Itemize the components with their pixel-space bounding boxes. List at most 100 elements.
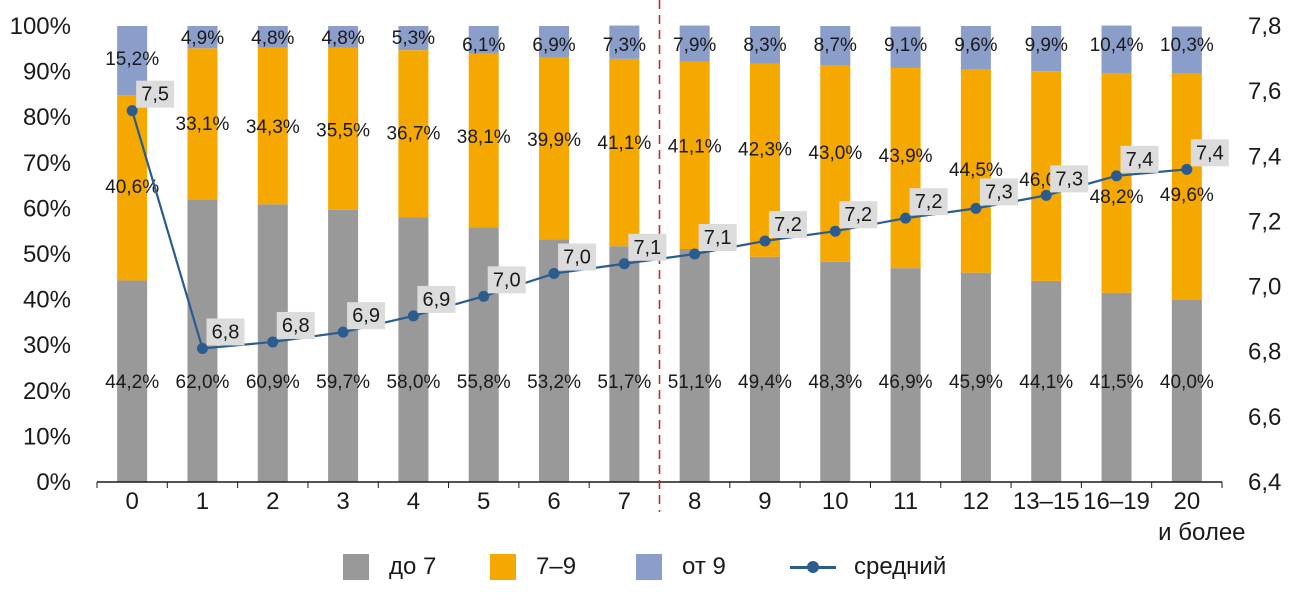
data-label-do7: 44,2% [105, 372, 159, 393]
bar-segment-ot9 [749, 26, 780, 64]
legend-label-7-9: 7–9 [536, 553, 577, 580]
bar-segment-do7 [960, 272, 991, 482]
y-left-tick-label: 60% [23, 195, 71, 222]
average-label: 7,2 [915, 191, 943, 213]
average-label: 7,1 [704, 227, 732, 249]
average-label-box [417, 285, 456, 313]
bar-segment-do7 [1031, 280, 1062, 482]
bar-segment-ot9 [609, 25, 640, 59]
legend-swatch-ot9 [636, 554, 662, 580]
x-tick-label-line2: и более [1158, 519, 1245, 545]
data-label-do7: 60,9% [246, 372, 300, 393]
legend-swatch-7-9 [490, 554, 516, 580]
data-label-7-9: 40,6% [105, 177, 159, 198]
average-label: 7,4 [1196, 142, 1224, 164]
bar-segment-do7 [539, 239, 570, 482]
data-label-do7: 44,1% [1019, 372, 1073, 393]
data-label-do7: 46,9% [879, 372, 933, 393]
x-tick-label: 9 [758, 488, 771, 515]
bar-segment-do7 [398, 217, 429, 482]
y-left-tick-label: 100% [10, 13, 71, 40]
average-label: 7,2 [774, 214, 802, 236]
average-label-box [839, 201, 878, 229]
legend-label-do7: до 7 [389, 553, 437, 580]
y-left-tick-label: 40% [23, 287, 71, 314]
y-left-tick-label: 10% [23, 423, 71, 450]
data-label-ot9: 4,8% [251, 28, 294, 49]
x-tick-label: 5 [477, 488, 490, 515]
data-label-ot9: 4,9% [181, 28, 224, 49]
average-label: 7,3 [1055, 168, 1083, 190]
data-label-7-9: 42,3% [738, 140, 792, 161]
y-left-tick-label: 80% [23, 104, 71, 131]
x-tick-label: 2 [266, 488, 279, 515]
y-right-tick-label: 7,8 [1248, 13, 1281, 40]
average-label: 7,2 [844, 204, 872, 226]
data-label-ot9: 9,1% [884, 35, 927, 56]
average-point [126, 105, 138, 117]
bar-segment-do7 [1101, 292, 1132, 482]
average-label: 7,0 [563, 247, 591, 269]
average-label: 7,5 [141, 84, 169, 106]
bar-segment-do7 [1171, 299, 1202, 482]
x-tick-label: 0 [125, 488, 138, 515]
data-label-do7: 41,5% [1090, 372, 1144, 393]
data-label-do7: 49,4% [738, 372, 792, 393]
average-point [1111, 170, 1123, 182]
y-right-tick-label: 7,4 [1248, 143, 1281, 170]
data-label-ot9: 7,3% [603, 35, 646, 56]
data-label-7-9: 48,2% [1090, 187, 1144, 208]
bar-segment-do7 [890, 268, 921, 482]
x-tick-label: 10 [822, 488, 849, 515]
data-label-do7: 51,1% [668, 372, 722, 393]
data-label-do7: 40,0% [1160, 372, 1214, 393]
bar-segment-7-9 [468, 53, 499, 228]
legend-item-ot9: от 9 [636, 551, 726, 583]
bar-segment-7-9 [890, 67, 921, 269]
legend-swatch-do7 [343, 554, 369, 580]
x-tick-label: 16–19 [1083, 488, 1150, 515]
data-label-do7: 62,0% [176, 372, 230, 393]
bar-segment-ot9 [960, 26, 991, 70]
data-label-ot9: 5,3% [392, 28, 435, 49]
data-label-7-9: 41,1% [668, 136, 722, 157]
data-label-ot9: 9,9% [1025, 35, 1068, 56]
average-point [759, 235, 771, 247]
average-point [1040, 189, 1052, 201]
data-label-ot9: 15,2% [105, 49, 159, 70]
legend-label-ot9: от 9 [682, 553, 726, 580]
data-label-do7: 51,7% [597, 372, 651, 393]
data-label-do7: 53,2% [527, 372, 581, 393]
average-label-box [628, 233, 667, 261]
bar-segment-do7 [749, 256, 780, 482]
y-left-tick-label: 20% [23, 378, 71, 405]
average-point [478, 290, 490, 302]
bar-segment-do7 [117, 280, 148, 482]
average-point [618, 258, 630, 270]
bar-segment-ot9 [1171, 26, 1202, 74]
average-point [407, 310, 419, 322]
average-label-box [909, 188, 948, 216]
average-label-box [136, 80, 175, 108]
y-left-tick-label: 0% [36, 469, 71, 496]
bar-segment-7-9 [328, 47, 359, 210]
y-right-tick-label: 6,4 [1248, 469, 1281, 496]
average-label: 7,4 [1126, 149, 1154, 171]
data-label-7-9: 34,3% [246, 117, 300, 138]
y-right-tick-label: 7,6 [1248, 78, 1281, 105]
stacked-bar-chart: 0% 10% 20% 30% 40% 50% 60% 70% 80% 90% 100% 6,4 6,6 6… [10, 0, 1281, 545]
data-label-7-9: 43,0% [808, 143, 862, 164]
average-label: 6,9 [423, 289, 451, 311]
average-label-box [206, 318, 245, 346]
data-label-do7: 55,8% [457, 372, 511, 393]
x-tick-label: 1 [196, 488, 209, 515]
average-point [970, 202, 982, 214]
average-point [829, 225, 841, 237]
data-label-7-9: 33,1% [176, 114, 230, 135]
bar-segment-ot9 [468, 26, 499, 54]
bar-segment-ot9 [890, 26, 921, 68]
bar-segment-7-9 [398, 50, 429, 218]
y-left-tick-label: 70% [23, 150, 71, 177]
bar-segment-7-9 [257, 47, 288, 205]
average-label-box [558, 243, 597, 271]
